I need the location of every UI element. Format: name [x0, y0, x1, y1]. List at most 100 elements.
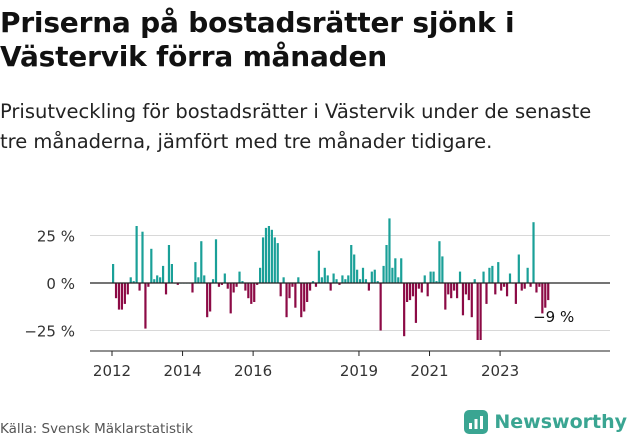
- bar: [356, 269, 359, 283]
- bar: [141, 231, 144, 283]
- bar: [400, 258, 403, 283]
- bar: [414, 283, 418, 323]
- bar: [153, 279, 156, 283]
- bar-chart: −25 % 0 % 25 % 2012 2014 2016 2019 2021 2023 −9 %: [24, 218, 610, 380]
- bar: [488, 267, 491, 283]
- bar: [323, 267, 326, 283]
- bar: [470, 283, 473, 318]
- bar: [494, 283, 497, 295]
- bar: [264, 227, 268, 283]
- bar: [420, 283, 423, 293]
- bar: [341, 275, 344, 283]
- bar: [114, 283, 118, 299]
- bar: [317, 250, 320, 283]
- bar: [282, 277, 285, 283]
- bar: [529, 283, 532, 287]
- bar: [435, 281, 438, 283]
- bar: [320, 277, 323, 283]
- bar: [538, 283, 541, 287]
- bar: [461, 283, 465, 316]
- bar: [517, 254, 520, 283]
- bar: [259, 267, 262, 283]
- x-tick-label: 2021: [410, 362, 448, 380]
- bar: [373, 269, 376, 283]
- bar: [361, 267, 365, 283]
- bar: [288, 283, 291, 299]
- bar: [458, 271, 462, 283]
- bar: [206, 283, 209, 318]
- bar: [394, 258, 397, 283]
- bar: [135, 226, 138, 283]
- bar: [364, 279, 368, 283]
- x-tick-label: 2012: [93, 362, 131, 380]
- bar: [479, 283, 482, 340]
- y-tick-label: −25 %: [24, 323, 75, 341]
- bar: [156, 275, 159, 283]
- bar: [441, 256, 444, 283]
- bar: [235, 283, 238, 287]
- bar: [335, 279, 338, 283]
- bar: [473, 279, 476, 283]
- bar: [406, 283, 409, 302]
- bar: [161, 265, 165, 283]
- bar: [523, 283, 526, 289]
- bar: [197, 277, 200, 283]
- x-tick-label: 2016: [234, 362, 272, 380]
- bar: [376, 281, 379, 283]
- bar: [164, 283, 168, 295]
- bar: [279, 283, 282, 297]
- bar: [314, 283, 318, 287]
- bar: [306, 283, 309, 302]
- bar: [397, 277, 400, 283]
- bar: [485, 283, 488, 304]
- bar: [344, 279, 347, 283]
- bar: [408, 283, 412, 301]
- bar: [144, 283, 147, 329]
- bar: [226, 283, 229, 289]
- bar: [217, 283, 221, 287]
- bar: [129, 277, 132, 283]
- bar: [220, 283, 223, 285]
- bar: [444, 283, 447, 310]
- chart-title: Priserna på bostadsrätter sjönk i Väster…: [0, 6, 515, 73]
- bar: [297, 277, 300, 283]
- bar: [432, 271, 435, 283]
- bar: [211, 279, 215, 283]
- bar: [503, 283, 506, 287]
- bar: [261, 237, 265, 283]
- bar: [505, 283, 509, 297]
- bar: [520, 283, 523, 291]
- bar: [455, 283, 459, 299]
- bar: [276, 243, 279, 283]
- bar: [203, 275, 206, 283]
- bar: [291, 283, 294, 287]
- newsworthy-icon: [464, 410, 489, 434]
- bar: [238, 271, 241, 283]
- bar: [382, 265, 385, 283]
- bar: [476, 283, 479, 340]
- bar: [311, 281, 315, 283]
- bar: [338, 283, 341, 285]
- bar: [117, 283, 121, 310]
- bar: [194, 262, 197, 283]
- x-tick-label: 2023: [481, 362, 519, 380]
- bar: [535, 283, 538, 293]
- bar: [467, 283, 470, 301]
- bar: [526, 267, 529, 283]
- bar: [426, 283, 429, 297]
- bar: [547, 283, 550, 301]
- bar: [411, 283, 415, 297]
- bar: [417, 283, 420, 289]
- bar: [232, 283, 235, 293]
- bar: [532, 222, 535, 283]
- bar: [391, 267, 394, 283]
- bar: [514, 283, 517, 304]
- bar: [385, 245, 388, 283]
- bar: [544, 283, 547, 308]
- bar: [126, 283, 129, 295]
- bar: [247, 283, 250, 299]
- bar: [273, 237, 276, 283]
- bar: [270, 229, 273, 283]
- bar: [482, 271, 485, 283]
- bar: [294, 283, 297, 308]
